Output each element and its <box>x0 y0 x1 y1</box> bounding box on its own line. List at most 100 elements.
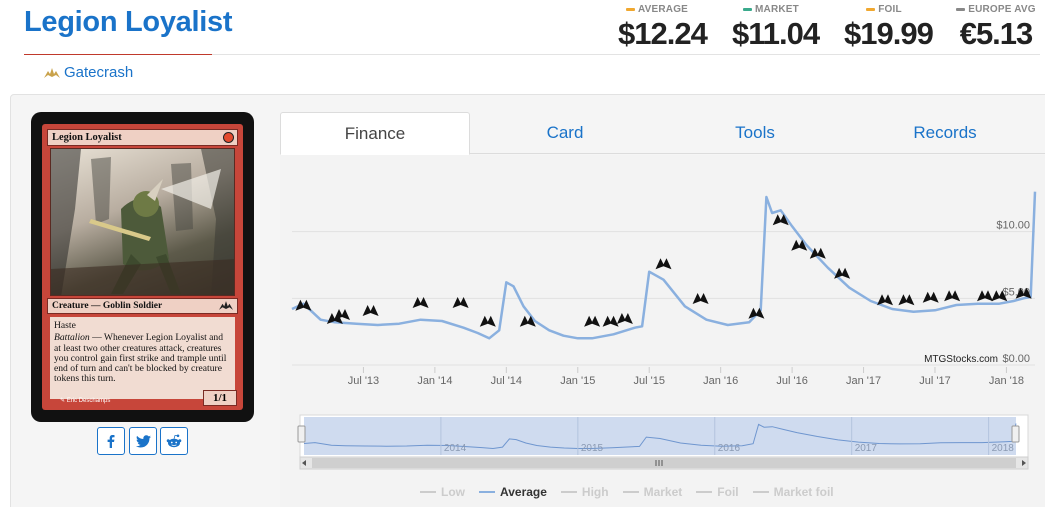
set-symbol-glyph <box>1015 287 1032 299</box>
price-foil-label: FOIL <box>878 4 902 15</box>
set-symbol-glyph <box>898 294 915 306</box>
legend-market[interactable]: Market <box>622 485 682 499</box>
set-symbol-icon <box>412 297 429 308</box>
set-symbol-icon <box>898 294 915 306</box>
navigator-tick-label: 2018 <box>992 443 1015 454</box>
legend-foil[interactable]: Foil <box>696 485 739 499</box>
set-symbol-glyph <box>602 315 619 327</box>
x-tick-label: Jan '18 <box>989 375 1024 387</box>
set-symbol-icon <box>1015 287 1032 299</box>
price-market-value: $11.04 <box>732 16 820 51</box>
set-symbol-icon <box>519 315 536 327</box>
x-tick-label: Jul '16 <box>776 375 807 387</box>
set-symbol-icon <box>602 315 619 327</box>
navigator-right-handle[interactable] <box>1011 425 1020 443</box>
foil-dash-icon <box>866 7 876 11</box>
set-symbol-glyph <box>362 305 379 316</box>
set-symbol-icon <box>616 313 633 324</box>
price-average: AVERAGE $12.24 <box>618 4 708 52</box>
set-symbol-icon <box>977 290 993 302</box>
price-europe-label: EUROPE AVG <box>968 4 1036 15</box>
legend-high[interactable]: High <box>560 485 609 499</box>
legend-market-swatch <box>622 491 639 493</box>
set-symbol-icon <box>877 294 893 306</box>
set-symbol-glyph <box>944 290 961 302</box>
navigator-tick-label: 2016 <box>718 443 741 454</box>
set-symbol-glyph <box>295 299 312 311</box>
legend-low-label: Low <box>441 485 465 499</box>
navigator-tick-label: 2014 <box>444 443 467 454</box>
facebook-icon <box>107 435 115 448</box>
set-symbol-icon <box>791 239 808 251</box>
set-symbol-glyph <box>452 297 469 308</box>
title-underline <box>24 54 212 55</box>
price-market-label: MARKET <box>755 4 799 15</box>
price-average-label: AVERAGE <box>637 4 689 15</box>
chart-navigator[interactable]: 2014 2015 2016 2017 2018 <box>297 414 1029 470</box>
facebook-share-button[interactable] <box>97 427 125 455</box>
twitter-share-button[interactable] <box>129 427 157 455</box>
chart-grid <box>292 231 1035 366</box>
reddit-icon <box>166 434 182 448</box>
set-link[interactable]: Gatecrash <box>44 64 133 81</box>
set-symbol-icon <box>692 293 709 304</box>
set-symbol-glyph <box>791 239 808 251</box>
average-dash-icon <box>625 7 635 11</box>
set-symbol-glyph <box>334 309 350 320</box>
card-image: Legion Loyalist <box>31 112 254 422</box>
card-type-bar: Creature — Goblin Soldier <box>47 298 238 314</box>
navigator-scrollbar-thumb[interactable] <box>312 458 1016 468</box>
tab-tools[interactable]: Tools <box>735 123 775 142</box>
tab-card[interactable]: Card <box>546 123 584 142</box>
price-foil-value: $19.99 <box>844 16 934 51</box>
legend-market-foil[interactable]: Market foil <box>752 485 834 499</box>
card-ability-word: Battalion <box>54 332 90 344</box>
set-symbol-icon <box>748 307 765 319</box>
set-symbol-glyph <box>655 258 672 270</box>
set-symbol-glyph <box>977 290 993 302</box>
legend-average[interactable]: Average <box>479 485 547 499</box>
price-average-value: $12.24 <box>618 16 708 51</box>
x-tick-label: Jan '14 <box>417 375 452 387</box>
x-tick-label: Jul '14 <box>491 375 522 387</box>
price-summary: AVERAGE $12.24 MARKET $11.04 FOIL $19.99… <box>600 4 1045 52</box>
set-symbol-icon <box>922 291 939 303</box>
europe-dash-icon <box>956 7 966 11</box>
market-dash-icon <box>743 7 752 11</box>
navigator-left-handle[interactable] <box>297 425 306 443</box>
navigator-selection[interactable] <box>304 417 1016 455</box>
scroll-left-arrow-icon[interactable] <box>302 460 306 466</box>
price-foil: FOIL $19.99 <box>844 4 934 52</box>
y-tick-label: $10.00 <box>996 220 1030 232</box>
chart-x-axis: Jul '13 Jan '14 Jul '14 Jan '15 Jul '15 Jan '… <box>348 367 1024 387</box>
scroll-right-arrow-icon[interactable] <box>1022 460 1026 466</box>
set-release-markers <box>295 214 1032 327</box>
card-artist: ✎ Eric Deschamps <box>60 398 111 404</box>
reddit-share-button[interactable] <box>160 427 188 455</box>
card-art <box>50 148 235 296</box>
legend-market-foil-swatch <box>752 491 769 493</box>
card-name-bar: Legion Loyalist <box>47 129 238 146</box>
tab-finance[interactable]: Finance <box>280 112 470 155</box>
twitter-icon <box>135 434 151 447</box>
set-name: Gatecrash <box>64 64 134 81</box>
price-chart[interactable]: $10.00$5.00$0.00 Jul '13 Jan '14 Jul '14 Ja… <box>280 155 1045 485</box>
card-name-text: Legion Loyalist <box>52 132 122 143</box>
price-market: MARKET $11.04 <box>732 4 820 52</box>
set-symbol-glyph <box>584 315 601 327</box>
set-symbol-icon <box>655 258 672 270</box>
gatecrash-set-icon <box>44 67 60 78</box>
set-symbol-glyph <box>616 313 633 324</box>
red-mana-icon <box>223 132 234 143</box>
legend-market-foil-label: Market foil <box>773 485 834 499</box>
tab-records[interactable]: Records <box>913 123 977 142</box>
set-symbol-icon <box>584 315 601 327</box>
navigator-tick-label: 2017 <box>855 443 878 454</box>
set-symbol-icon <box>362 305 379 316</box>
card-title[interactable]: Legion Loyalist <box>24 6 233 38</box>
average-price-line <box>291 191 1037 340</box>
card-type-text: Creature — Goblin Soldier <box>52 301 163 311</box>
set-symbol-icon <box>809 247 826 259</box>
legend-low[interactable]: Low <box>420 485 465 499</box>
